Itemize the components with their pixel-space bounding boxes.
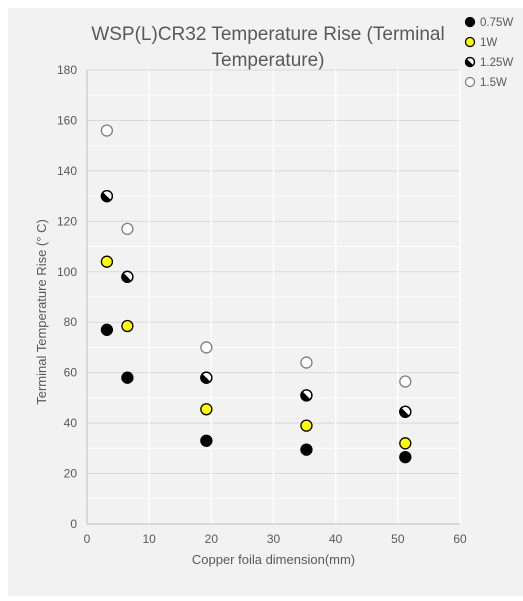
data-point bbox=[100, 189, 114, 203]
data-point bbox=[100, 323, 114, 336]
legend-label: 1.5W bbox=[480, 77, 507, 89]
y-axis-title: Terminal Temperature Rise (° C) bbox=[34, 219, 49, 405]
y-tick-label: 40 bbox=[64, 416, 78, 430]
series-0.75W bbox=[100, 323, 412, 464]
data-point bbox=[121, 371, 134, 384]
data-point bbox=[100, 255, 114, 268]
data-point bbox=[300, 389, 313, 402]
legend-marker bbox=[464, 76, 476, 88]
x-tick-label: 0 bbox=[84, 532, 91, 546]
x-tick-label: 10 bbox=[142, 532, 156, 546]
data-point bbox=[399, 375, 412, 388]
y-tick-label: 0 bbox=[70, 517, 77, 531]
data-point bbox=[399, 451, 412, 464]
data-point bbox=[200, 434, 213, 447]
series-1.25W bbox=[100, 189, 412, 418]
x-tick-label: 50 bbox=[391, 532, 405, 546]
legend-marker bbox=[464, 36, 476, 48]
y-tick-label: 140 bbox=[57, 164, 77, 178]
data-point bbox=[121, 222, 134, 236]
chart-title-line-1: WSP(L)CR32 Temperature Rise (Terminal bbox=[91, 24, 444, 45]
data-point bbox=[399, 405, 412, 418]
legend-item: 0.75W bbox=[464, 16, 513, 29]
data-point bbox=[399, 437, 412, 450]
x-axis-title: Copper foila dimension(mm) bbox=[192, 552, 355, 567]
x-tick-label: 20 bbox=[205, 532, 219, 546]
data-point bbox=[300, 443, 313, 456]
data-point bbox=[200, 403, 213, 416]
series-1.5W bbox=[100, 124, 412, 388]
data-point bbox=[300, 419, 313, 432]
legend-marker bbox=[464, 56, 476, 68]
legend-item: 1.5W bbox=[464, 76, 507, 89]
y-tick-label: 120 bbox=[57, 214, 77, 228]
legend-marker bbox=[464, 16, 476, 28]
data-point bbox=[300, 356, 313, 369]
legend: 0.75W 1W 1.25W 1.5W bbox=[464, 16, 513, 89]
x-tick-label: 60 bbox=[453, 532, 467, 546]
legend-item: 1W bbox=[464, 36, 497, 49]
data-point bbox=[121, 319, 134, 333]
y-tick-label: 60 bbox=[64, 366, 78, 380]
x-tick-label: 40 bbox=[329, 532, 343, 546]
data-point bbox=[200, 371, 213, 384]
plot-area: 0 20 40 60 80 100 120 140 160 180 0 10 20 30 40 50 60 bbox=[57, 63, 467, 546]
data-point bbox=[121, 270, 134, 283]
y-tick-label: 180 bbox=[57, 63, 77, 77]
y-tick-label: 100 bbox=[57, 265, 77, 279]
legend-item: 1.25W bbox=[464, 56, 513, 69]
y-tick-label: 20 bbox=[64, 467, 78, 481]
data-point bbox=[200, 341, 213, 354]
series-1W bbox=[100, 255, 412, 450]
x-tick-label: 30 bbox=[267, 532, 281, 546]
data-point bbox=[100, 124, 114, 137]
legend-label: 1.25W bbox=[480, 57, 513, 69]
y-tick-label: 160 bbox=[57, 113, 77, 127]
y-tick-label: 80 bbox=[64, 315, 78, 329]
legend-label: 0.75W bbox=[480, 17, 513, 29]
chart-title-line-2: Temperature) bbox=[212, 50, 325, 71]
legend-label: 1W bbox=[480, 37, 497, 49]
